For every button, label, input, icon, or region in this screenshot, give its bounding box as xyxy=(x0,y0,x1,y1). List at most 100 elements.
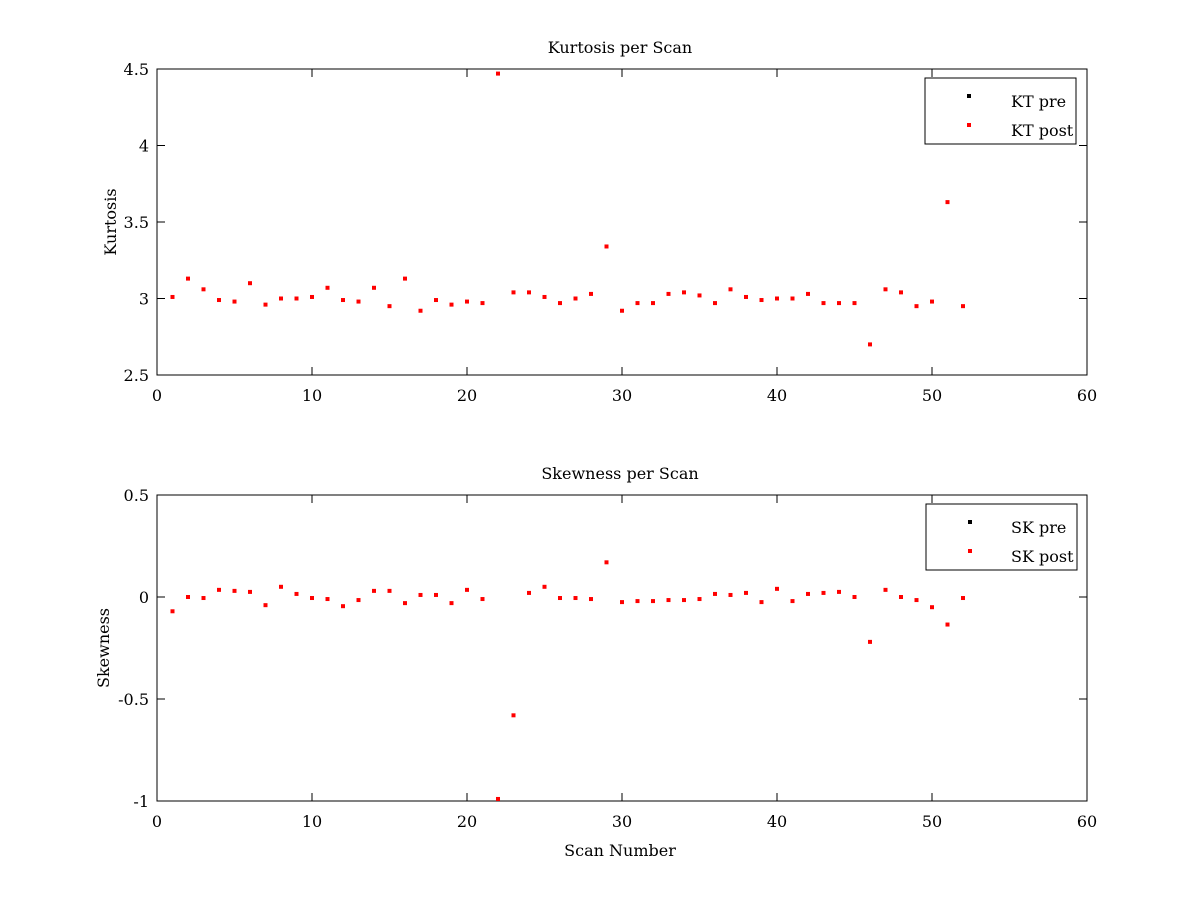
skewness-ylabel: Skewness xyxy=(94,608,113,688)
kurtosis-point-post xyxy=(821,301,826,306)
kurtosis-legend-label-pre: KT pre xyxy=(1011,92,1066,111)
skewness-point-post xyxy=(620,600,624,605)
kurtosis-ytick-label: 4.5 xyxy=(124,60,149,79)
kurtosis-point-post xyxy=(713,301,717,306)
kurtosis-ytick-label: 3 xyxy=(139,290,149,309)
kurtosis-point-post xyxy=(573,296,578,301)
kurtosis-point-post xyxy=(294,296,299,301)
kurtosis-point-post xyxy=(263,302,268,307)
skewness-point-post xyxy=(930,605,934,610)
skewness-point-post xyxy=(263,603,268,608)
kurtosis-chart: Kurtosis per Scan 0 10 20 30 40 50 60 2.5 3 3.5 4 4… xyxy=(101,38,1097,405)
kurtosis-point-post xyxy=(759,298,764,303)
kurtosis-point-post xyxy=(279,296,283,301)
skewness-point-post xyxy=(542,584,547,589)
kurtosis-xtick-label: 40 xyxy=(767,386,787,405)
skewness-point-post xyxy=(883,587,888,592)
skewness-point-post xyxy=(418,592,423,597)
skewness-xtick-label: 60 xyxy=(1077,812,1097,831)
skewness-point-post xyxy=(325,597,330,602)
kurtosis-point-post xyxy=(310,294,314,299)
skewness-xtick-label: 30 xyxy=(612,812,632,831)
kurtosis-point-post xyxy=(852,301,857,306)
skewness-point-post xyxy=(511,713,516,718)
skewness-ytick-label: 0 xyxy=(139,588,149,607)
skewness-point-post xyxy=(852,595,857,599)
kurtosis-point-post xyxy=(341,298,345,303)
kurtosis-legend-marker-post xyxy=(967,123,971,127)
skewness-point-post xyxy=(232,588,237,593)
kurtosis-ytick-label: 2.5 xyxy=(124,366,149,385)
skewness-legend-label-post: SK post xyxy=(1011,547,1074,566)
skewness-point-post xyxy=(403,601,407,606)
skewness-point-post xyxy=(527,590,531,595)
kurtosis-point-post xyxy=(480,301,485,306)
kurtosis-legend-box xyxy=(924,77,1077,145)
kurtosis-point-post xyxy=(403,276,407,281)
skewness-point-post xyxy=(914,598,919,603)
kurtosis-legend-marker-pre xyxy=(967,94,971,98)
skewness-ytick-label: 0.5 xyxy=(124,486,149,505)
kurtosis-point-post xyxy=(325,285,330,290)
kurtosis-point-post xyxy=(542,294,547,299)
skewness-point-post xyxy=(434,592,438,597)
skewness-point-post xyxy=(201,596,206,601)
skewness-point-post xyxy=(806,591,810,596)
kurtosis-point-post xyxy=(604,244,609,249)
skewness-point-post xyxy=(465,587,469,592)
skewness-xtick-label: 50 xyxy=(922,812,942,831)
skewness-xtick-label: 10 xyxy=(302,812,322,831)
kurtosis-point-post xyxy=(666,291,671,296)
skewness-point-post xyxy=(604,560,609,565)
skewness-point-post xyxy=(387,588,392,593)
kurtosis-point-post xyxy=(465,299,469,304)
kurtosis-point-post xyxy=(930,299,934,304)
skewness-legend: SK pre SK post xyxy=(925,503,1078,571)
skewness-point-post xyxy=(356,598,361,603)
kurtosis-point-post xyxy=(558,301,562,306)
kurtosis-point-post xyxy=(511,290,516,295)
skewness-legend-marker-pre xyxy=(968,520,972,524)
skewness-point-post xyxy=(759,600,764,605)
kurtosis-legend-label-post: KT post xyxy=(1011,121,1074,140)
kurtosis-point-post xyxy=(186,276,190,281)
kurtosis-point-post xyxy=(806,291,810,296)
skewness-ytick-label: -0.5 xyxy=(118,690,149,709)
kurtosis-point-post xyxy=(387,304,392,309)
skewness-point-post xyxy=(635,599,640,604)
skewness-chart: Skewness per Scan 0 10 20 30 40 50 60 -1 -0.5 0 0.… xyxy=(94,464,1097,860)
kurtosis-point-post xyxy=(248,281,252,286)
skewness-point-post xyxy=(682,598,686,603)
kurtosis-point-post xyxy=(217,298,221,303)
skewness-xtick-label: 40 xyxy=(767,812,787,831)
skewness-point-post xyxy=(449,601,454,606)
kurtosis-point-post xyxy=(914,304,919,309)
skewness-point-post xyxy=(248,589,252,594)
kurtosis-xtick-label: 60 xyxy=(1077,386,1097,405)
kurtosis-point-post xyxy=(883,287,888,292)
skewness-point-post xyxy=(310,596,314,601)
kurtosis-point-post xyxy=(651,301,655,306)
kurtosis-point-post xyxy=(496,71,500,76)
kurtosis-ytick-label: 3.5 xyxy=(124,213,149,232)
kurtosis-ylabel: Kurtosis xyxy=(101,188,120,255)
skewness-point-post xyxy=(961,596,965,601)
skewness-point-post xyxy=(170,609,175,614)
skewness-point-post xyxy=(945,622,950,627)
kurtosis-xtick-label: 0 xyxy=(152,386,162,405)
kurtosis-point-post xyxy=(868,342,872,347)
kurtosis-point-post xyxy=(899,290,903,295)
kurtosis-point-post xyxy=(356,299,361,304)
skewness-point-post xyxy=(496,796,500,801)
skewness-ticks: 0 10 20 30 40 50 60 -1 -0.5 0 0.5 xyxy=(118,486,1097,831)
skewness-point-post xyxy=(790,599,795,604)
skewness-point-post xyxy=(294,591,299,596)
kurtosis-point-post xyxy=(775,296,779,301)
skewness-point-post xyxy=(837,589,841,594)
kurtosis-xtick-label: 50 xyxy=(922,386,942,405)
kurtosis-point-post xyxy=(170,294,175,299)
skewness-point-post xyxy=(589,597,593,602)
skewness-point-post xyxy=(899,595,903,599)
skewness-ytick-label: -1 xyxy=(133,792,149,811)
kurtosis-points xyxy=(170,71,965,347)
